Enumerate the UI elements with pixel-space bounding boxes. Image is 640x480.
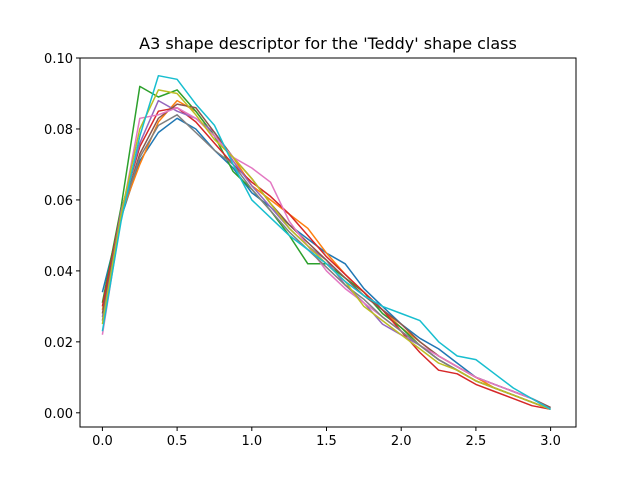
series-line-4: [101, 106, 551, 411]
x-axis: 0.0 0.5 1.0 1.5 2.0 2.5 3.0: [92, 427, 561, 449]
x-tick-label: 0.5: [167, 434, 188, 449]
series-lines: [101, 74, 551, 411]
series-line-10: [101, 74, 551, 410]
y-tick-label: 0.02: [44, 336, 73, 351]
series-line-5: [101, 99, 551, 411]
series-line-2: [101, 99, 551, 411]
series-line-9: [101, 89, 551, 411]
x-tick-label: 1.0: [241, 434, 262, 449]
chart-title: A3 shape descriptor for the 'Teddy' shap…: [139, 34, 517, 53]
x-tick-label: 2.5: [466, 434, 487, 449]
x-tick-label: 1.5: [316, 434, 337, 449]
series-line-3: [101, 85, 551, 411]
y-tick-label: 0.08: [44, 123, 73, 138]
x-tick-label: 2.0: [391, 434, 412, 449]
x-tick-label: 3.0: [540, 434, 561, 449]
y-tick-label: 0.10: [44, 52, 73, 67]
y-tick-label: 0.00: [44, 407, 73, 422]
plot-frame: [79, 57, 577, 428]
series-line-7: [101, 106, 551, 410]
y-tick-label: 0.04: [44, 265, 73, 280]
y-tick-label: 0.06: [44, 194, 73, 209]
y-axis: 0.00 0.02 0.04 0.06 0.08 0.10: [44, 52, 80, 422]
x-tick-label: 0.0: [92, 434, 113, 449]
